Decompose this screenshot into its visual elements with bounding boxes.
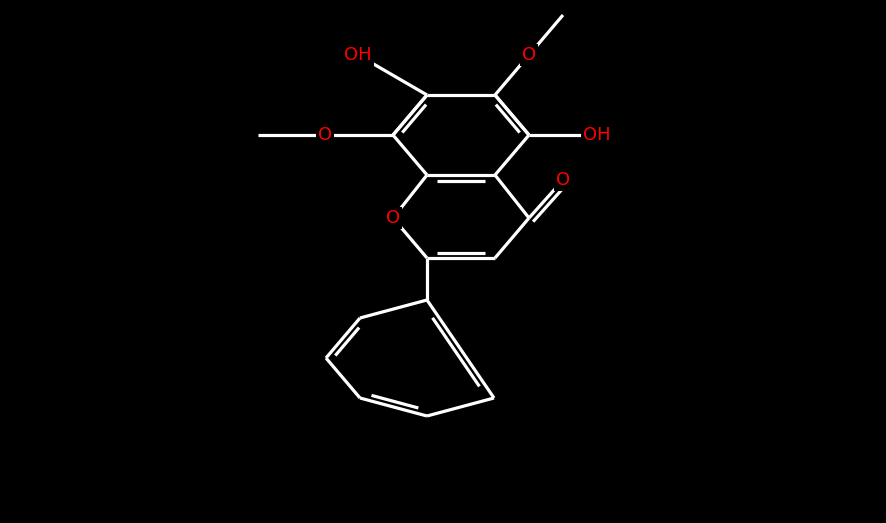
Text: O: O <box>556 171 570 189</box>
Text: O: O <box>386 209 400 227</box>
Text: O: O <box>522 46 536 64</box>
Text: OH: OH <box>344 46 372 64</box>
Text: OH: OH <box>583 126 610 144</box>
Text: O: O <box>318 126 332 144</box>
